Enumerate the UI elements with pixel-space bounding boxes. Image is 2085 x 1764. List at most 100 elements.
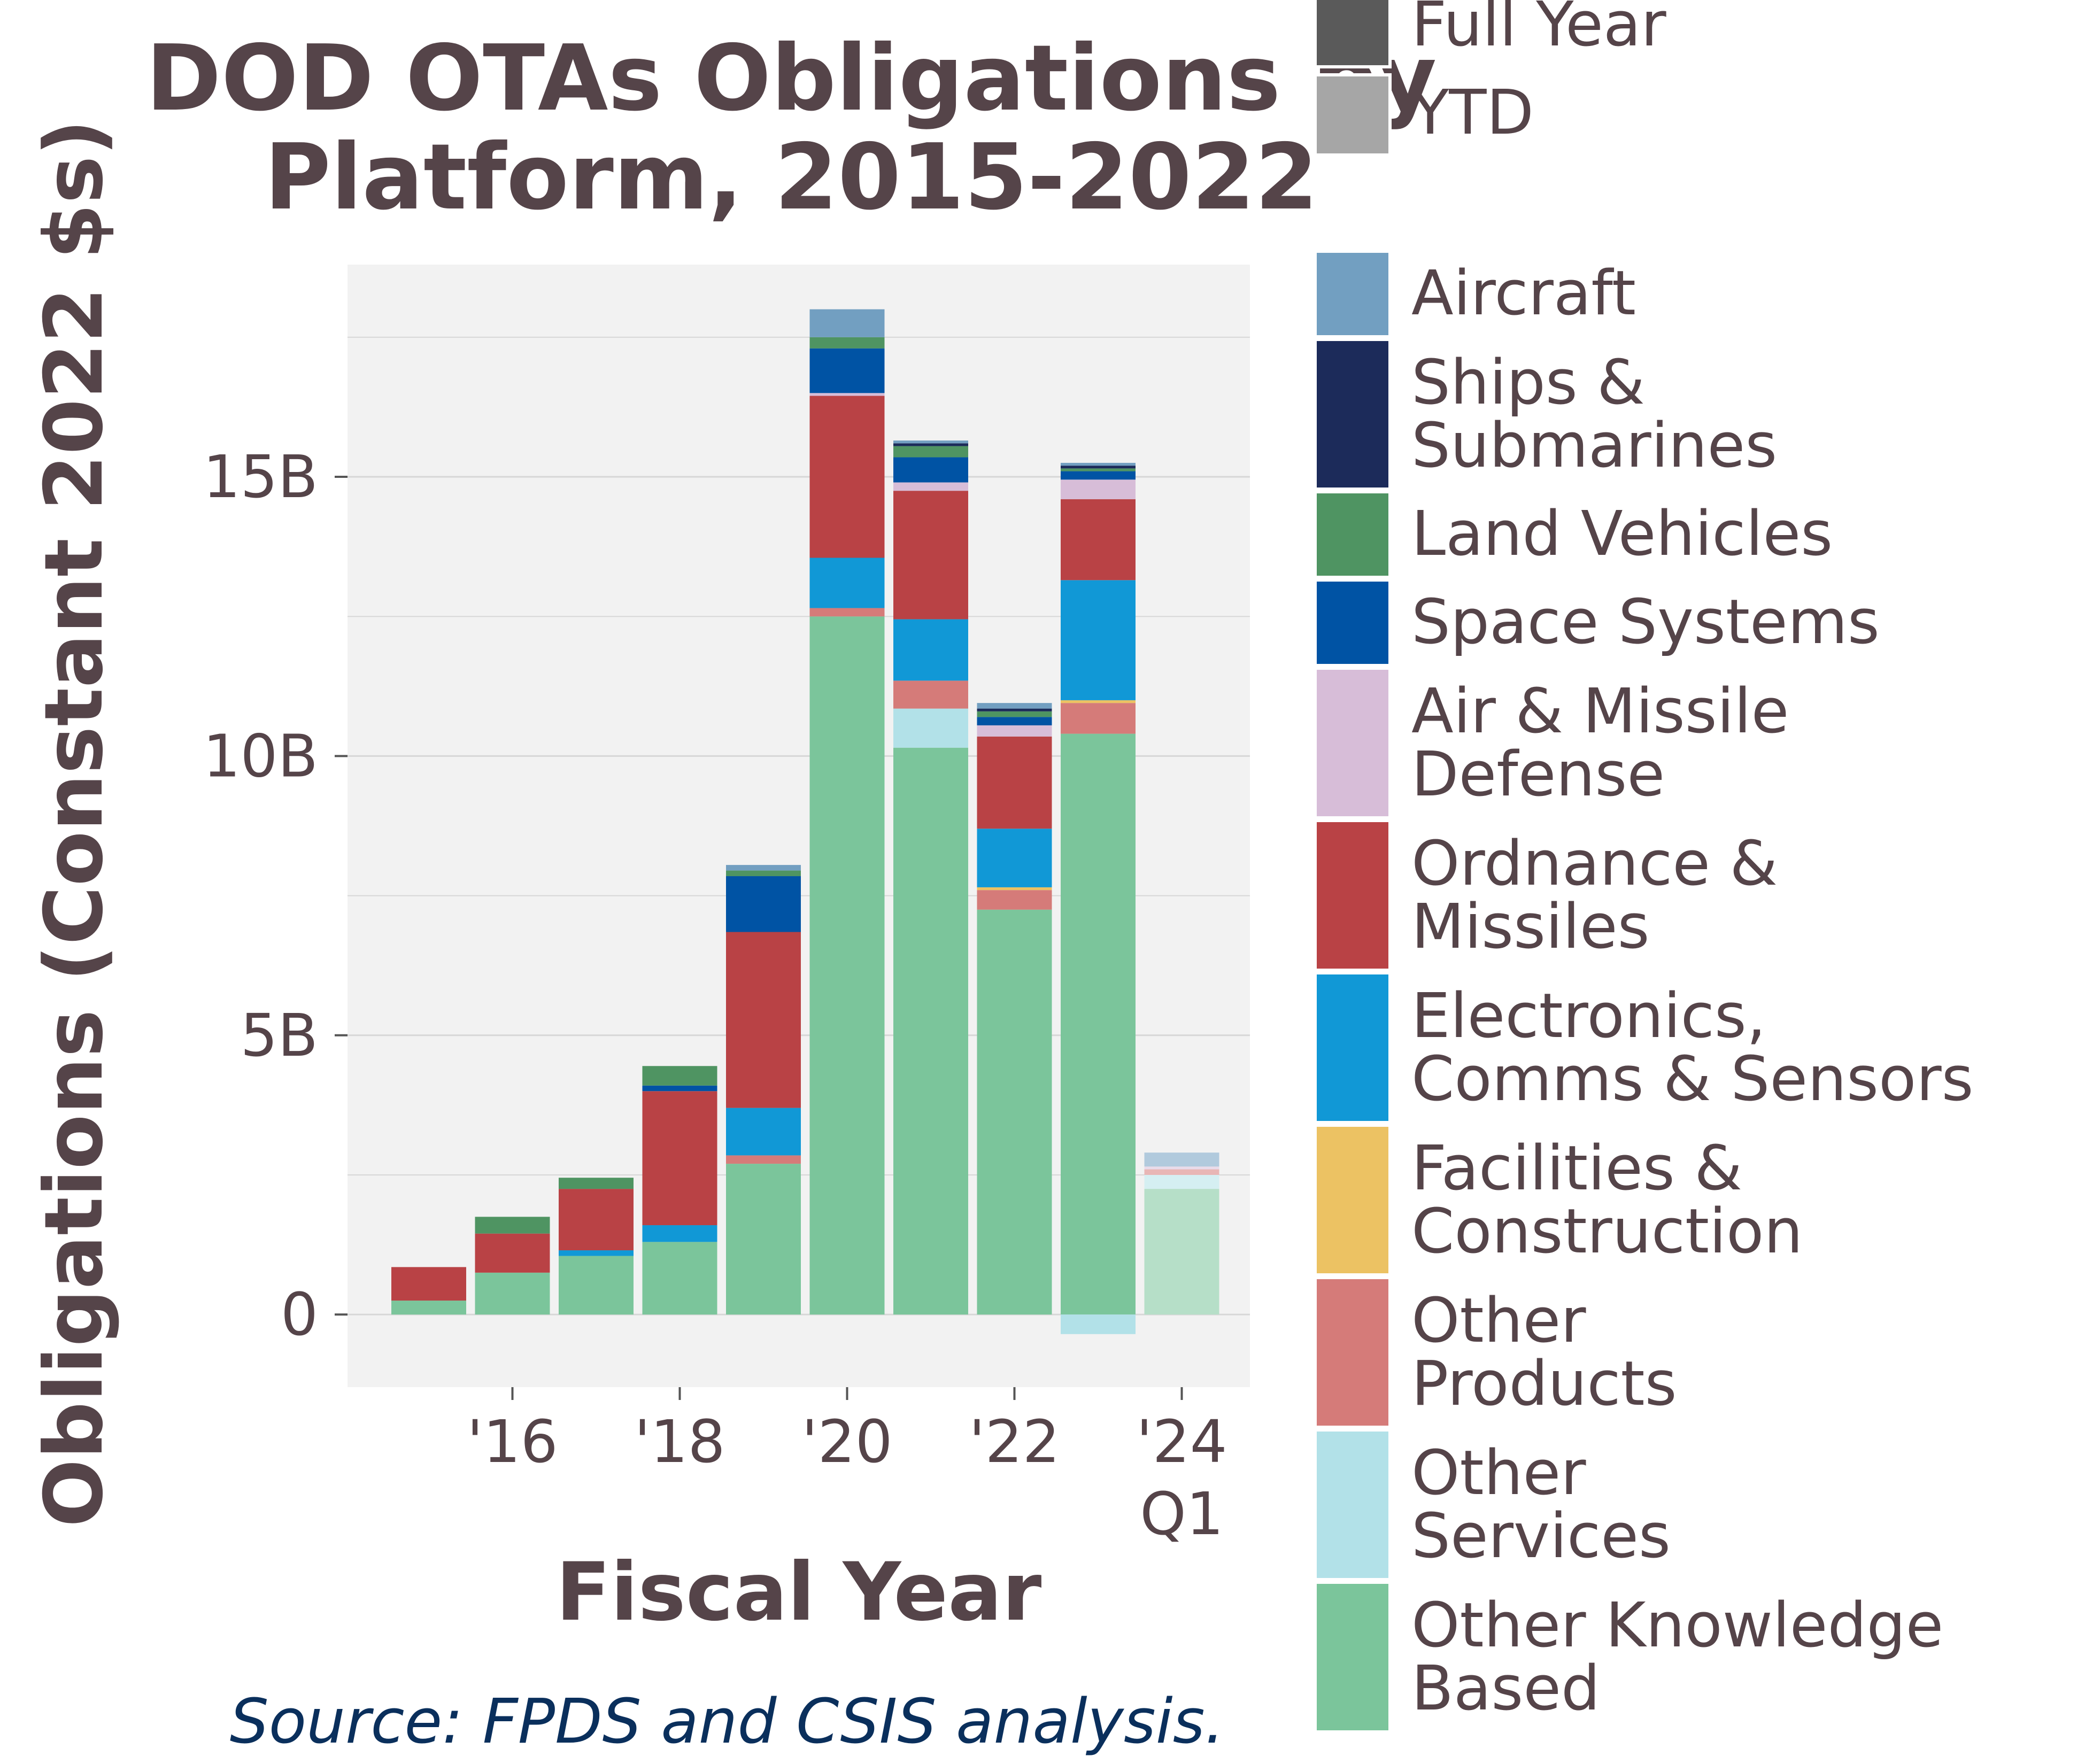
bar-2019-aircraft: [726, 865, 801, 871]
bar-2020-electronics-comms-sensors: [809, 558, 885, 608]
y-tick-label: 0: [281, 1280, 318, 1349]
legend-key-facilities-construction: [1314, 1124, 1392, 1276]
legend-label-facilities-construction: Construction: [1411, 1196, 1803, 1267]
x-axis-title: Fiscal Year: [556, 1546, 1042, 1639]
bar-2023-land-vehicles: [1061, 468, 1136, 471]
legend-label-facilities-construction: Facilities &: [1411, 1133, 1742, 1204]
bar-2021-other-knowledge-based: [893, 747, 968, 1315]
legend-label-other-knowledge-based: Based: [1411, 1653, 1600, 1724]
bar-2023-electronics-comms-sensors: [1061, 580, 1136, 700]
x-tick-label: '24: [1136, 1407, 1227, 1476]
legend-label-ytd: YTD: [1411, 77, 1534, 149]
bar-2024-q1-other-knowledge-based: [1144, 1189, 1219, 1315]
y-axis: 0 5B 10B 15B: [203, 443, 348, 1349]
bar-2024-q1-air-missile-defense: [1144, 1166, 1219, 1170]
bar-2023-other-products: [1061, 703, 1136, 734]
bar-2023-other-services: [1061, 1314, 1136, 1334]
bar-2023-air-missile-defense: [1061, 479, 1136, 499]
bar-2023-facilities-construction: [1061, 700, 1136, 703]
chart-title-line-2: Platform, 2015-2022: [264, 125, 1318, 230]
bar-2018-land-vehicles: [642, 1066, 717, 1086]
bar-2022-ordnance-missiles: [977, 736, 1052, 829]
bar-2021-air-missile-defense: [893, 482, 968, 491]
bar-2018-electronics-comms-sensors: [642, 1225, 717, 1242]
legend-label-ships-submarines: Submarines: [1411, 410, 1777, 482]
bar-2022-facilities-construction: [977, 887, 1052, 891]
bar-2024-q1-other-services: [1144, 1174, 1219, 1189]
bar-2024-q1-aircraft: [1144, 1152, 1219, 1167]
bar-2018-space-systems: [642, 1085, 717, 1092]
bar-2019-electronics-comms-sensors: [726, 1108, 801, 1156]
bar-2018-ordnance-missiles: [642, 1091, 717, 1226]
legend-key-other-products: [1314, 1276, 1392, 1429]
bar-2020-space-systems: [809, 348, 885, 393]
legend-label-air-missile-defense: Air & Missile: [1411, 676, 1789, 747]
bar-2022-land-vehicles: [977, 711, 1052, 717]
legend-label-other-services: Other: [1411, 1437, 1586, 1509]
bar-2023-space-systems: [1061, 471, 1136, 480]
bar-2020-ordnance-missiles: [809, 396, 885, 558]
bar-2020-other-knowledge-based: [809, 616, 885, 1315]
bar-2019-other-knowledge-based: [726, 1164, 801, 1315]
bar-2017-land-vehicles: [559, 1178, 634, 1189]
bar-2015-other-knowledge-based: [391, 1301, 466, 1315]
x-tick-label: '20: [801, 1407, 892, 1476]
bar-2019-land-vehicles: [726, 870, 801, 877]
legend-key-land-vehicles: [1314, 490, 1392, 579]
bars: [391, 309, 1219, 1334]
legend-label-other-services: Services: [1411, 1500, 1671, 1572]
legend-label-full-year: Full Year: [1411, 0, 1666, 60]
bar-2022-ships-submarines: [977, 708, 1052, 711]
legend-label-other-knowledge-based: Other Knowledge: [1411, 1590, 1943, 1661]
bar-2018-other-knowledge-based: [642, 1242, 717, 1315]
bar-2020-land-vehicles: [809, 337, 885, 349]
bar-2023-other-knowledge-based: [1061, 733, 1136, 1315]
legend-label-land-vehicles: Land Vehicles: [1411, 498, 1833, 570]
bar-2019-space-systems: [726, 876, 801, 932]
bar-2021-ordnance-missiles: [893, 491, 968, 620]
y-tick-label: 5B: [241, 1001, 318, 1070]
legend-label-space-systems: Space Systems: [1411, 586, 1880, 658]
legend-key-aircraft: [1314, 250, 1392, 338]
legend-key-other-services: [1314, 1428, 1392, 1581]
bar-2019-ordnance-missiles: [726, 932, 801, 1108]
x-tick-label: '22: [969, 1407, 1060, 1476]
bar-2020-air-missile-defense: [809, 393, 885, 396]
bar-2023-ordnance-missiles: [1061, 499, 1136, 581]
legend-label-electronics-comms-sensors: Electronics,: [1411, 980, 1766, 1052]
bar-2022-space-systems: [977, 717, 1052, 725]
legend-key-other-knowledge-based: [1314, 1581, 1392, 1734]
bar-2021-land-vehicles: [893, 446, 968, 458]
bar-2021-aircraft: [893, 440, 968, 444]
y-tick-label: 10B: [203, 722, 318, 790]
legend-label-electronics-comms-sensors: Comms & Sensors: [1411, 1043, 1974, 1115]
legend-label-other-products: Products: [1411, 1348, 1677, 1420]
bar-2015-ordnance-missiles: [391, 1267, 466, 1301]
bar-2020-aircraft: [809, 309, 885, 337]
bar-2017-ordnance-missiles: [559, 1189, 634, 1251]
bar-2023-ships-submarines: [1061, 466, 1136, 469]
legend-label-air-missile-defense: Defense: [1411, 739, 1665, 810]
legend-label-ships-submarines: Ships &: [1411, 347, 1645, 419]
bar-2024-q1-other-products: [1144, 1169, 1219, 1175]
bar-2022-other-products: [977, 890, 1052, 910]
legend-label-ordnance-missiles: Missiles: [1411, 891, 1650, 963]
legend-key-space-systems: [1314, 578, 1392, 667]
legend-key-air-missile-defense: [1314, 667, 1392, 819]
legend-key-ytd: [1314, 73, 1392, 157]
legend-key-full-year: [1314, 0, 1392, 68]
bar-2019-other-products: [726, 1155, 801, 1164]
bar-2021-other-services: [893, 708, 968, 748]
legend-key-ships-submarines: [1314, 338, 1392, 491]
x-tick-label: '18: [634, 1407, 725, 1476]
series-legend: Aircraft Ships &Submarines Land Vehicles Sp…: [1314, 250, 1974, 1734]
bar-2023-aircraft: [1061, 462, 1136, 466]
y-axis-title: Obligations (Constant 2022 $s): [28, 119, 121, 1527]
bar-2021-electronics-comms-sensors: [893, 619, 968, 681]
x-tick-label: '16: [467, 1407, 558, 1476]
bar-2017-electronics-comms-sensors: [559, 1250, 634, 1256]
x-tick-label: Q1: [1140, 1480, 1224, 1548]
bar-2020-other-products: [809, 608, 885, 617]
bar-2022-other-knowledge-based: [977, 909, 1052, 1315]
